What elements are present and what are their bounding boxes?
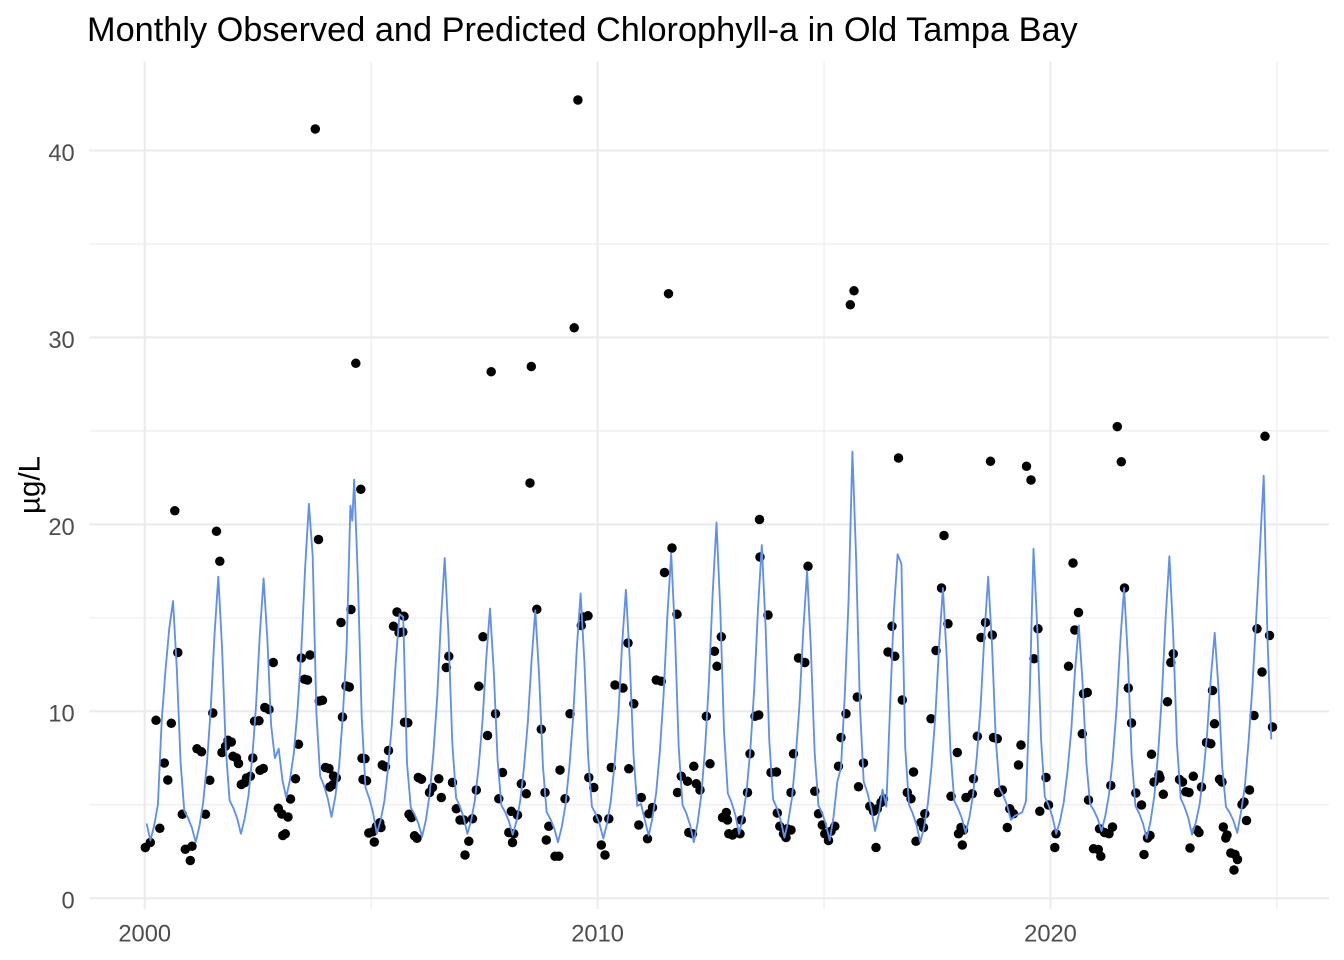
svg-text:40: 40 — [48, 141, 74, 167]
svg-text:2020: 2020 — [1024, 922, 1077, 948]
svg-text:10: 10 — [48, 702, 74, 728]
svg-text:µg/L: µg/L — [14, 456, 47, 514]
svg-text:2010: 2010 — [571, 922, 624, 948]
svg-text:30: 30 — [48, 328, 74, 354]
svg-text:20: 20 — [48, 515, 74, 541]
svg-text:0: 0 — [62, 889, 75, 915]
svg-text:Monthly Observed and Predicted: Monthly Observed and Predicted Chlorophy… — [87, 11, 1079, 49]
svg-text:2000: 2000 — [118, 922, 171, 948]
